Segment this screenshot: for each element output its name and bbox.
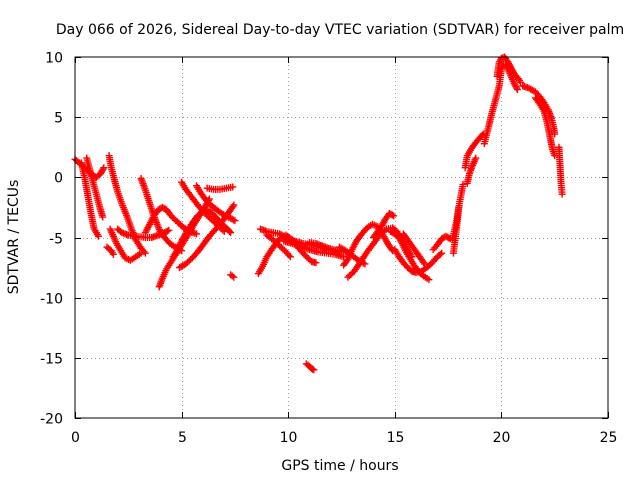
- data-point: [312, 259, 320, 267]
- y-tick-label: 0: [54, 171, 63, 187]
- data-point: [220, 227, 228, 235]
- data-point: [551, 130, 559, 138]
- series-arc-36: [502, 60, 521, 93]
- data-point: [472, 154, 480, 162]
- data-point: [230, 273, 238, 281]
- data-point: [361, 260, 369, 268]
- data-point: [231, 217, 239, 225]
- data-point: [99, 165, 107, 173]
- series-arc-05: [106, 225, 145, 264]
- data-point: [517, 78, 525, 86]
- series-arc-19: [263, 231, 294, 261]
- series-arc-29: [429, 232, 454, 254]
- series-arc-03: [83, 154, 107, 221]
- series-arc-33: [463, 154, 480, 187]
- data-point: [229, 183, 237, 191]
- data-markers: [71, 53, 566, 374]
- series-arc-14: [193, 182, 239, 225]
- y-tick-label: 5: [54, 111, 63, 127]
- data-point: [438, 249, 446, 257]
- data-point: [397, 238, 405, 246]
- data-point: [229, 203, 237, 211]
- data-point: [286, 253, 294, 261]
- data-point: [165, 226, 173, 234]
- data-point: [459, 181, 467, 189]
- data-point: [99, 213, 107, 221]
- series-arc-13: [178, 178, 228, 235]
- plot-frame: [74, 56, 609, 419]
- data-point: [513, 85, 521, 93]
- data-point: [513, 84, 521, 92]
- data-point: [193, 230, 201, 238]
- data-point: [381, 227, 389, 235]
- x-tick-label: 25: [600, 430, 618, 446]
- data-point: [100, 164, 108, 172]
- data-point: [219, 226, 227, 234]
- data-point: [425, 276, 433, 284]
- x-tick-label: 5: [178, 430, 187, 446]
- tick-labels: 0 5 10 15 20 25 -20 -15 -10 -5 0 5 10: [40, 51, 617, 447]
- x-tick-label: 10: [280, 430, 298, 446]
- data-point: [388, 211, 396, 219]
- series-arc-32: [461, 130, 487, 172]
- y-tick-label: -5: [49, 232, 63, 248]
- x-tick-label: 15: [387, 430, 405, 446]
- data-point: [229, 216, 237, 224]
- data-point: [228, 272, 236, 280]
- data-point: [137, 249, 145, 257]
- y-tick-label: -20: [40, 412, 63, 428]
- data-point: [420, 258, 428, 266]
- data-point: [310, 366, 318, 374]
- data-point: [227, 229, 235, 237]
- series-arc-27: [391, 246, 446, 276]
- data-point: [94, 232, 102, 240]
- series-arc-02: [77, 159, 102, 240]
- y-axis-label: SDTVAR / TECUs: [6, 180, 22, 295]
- series-arc-04: [105, 152, 149, 257]
- series-arc-39: [555, 143, 566, 198]
- chart-title: Day 066 of 2026, Sidereal Day-to-day VTE…: [56, 22, 624, 38]
- series-arc-34: [480, 60, 508, 148]
- data-point: [163, 227, 171, 235]
- series-arc-28: [399, 230, 429, 268]
- data-point: [436, 250, 444, 258]
- data-point: [285, 251, 293, 259]
- series-arc-16: [227, 271, 238, 281]
- x-tick-label: 20: [493, 430, 511, 446]
- series-arc-38: [532, 94, 559, 160]
- data-point: [109, 250, 117, 258]
- data-point: [421, 260, 429, 268]
- series-arc-31: [449, 203, 463, 257]
- series-arc-15: [203, 183, 237, 193]
- series-arc-20: [280, 237, 348, 261]
- data-point: [455, 203, 463, 211]
- x-tick-label: 0: [71, 430, 80, 446]
- y-tick-label: -15: [40, 352, 63, 368]
- series-arc-40: [302, 360, 318, 374]
- series-arc-35: [493, 53, 525, 86]
- data-point: [558, 190, 566, 198]
- data-point: [390, 212, 398, 220]
- series-arc-06: [103, 243, 117, 258]
- x-axis-label: GPS time / hours: [281, 458, 398, 474]
- series-arc-09: [141, 203, 201, 238]
- data-point: [230, 201, 238, 209]
- y-tick-label: 10: [45, 51, 63, 67]
- y-tick-label: -10: [40, 292, 63, 308]
- series-arc-25: [369, 209, 398, 241]
